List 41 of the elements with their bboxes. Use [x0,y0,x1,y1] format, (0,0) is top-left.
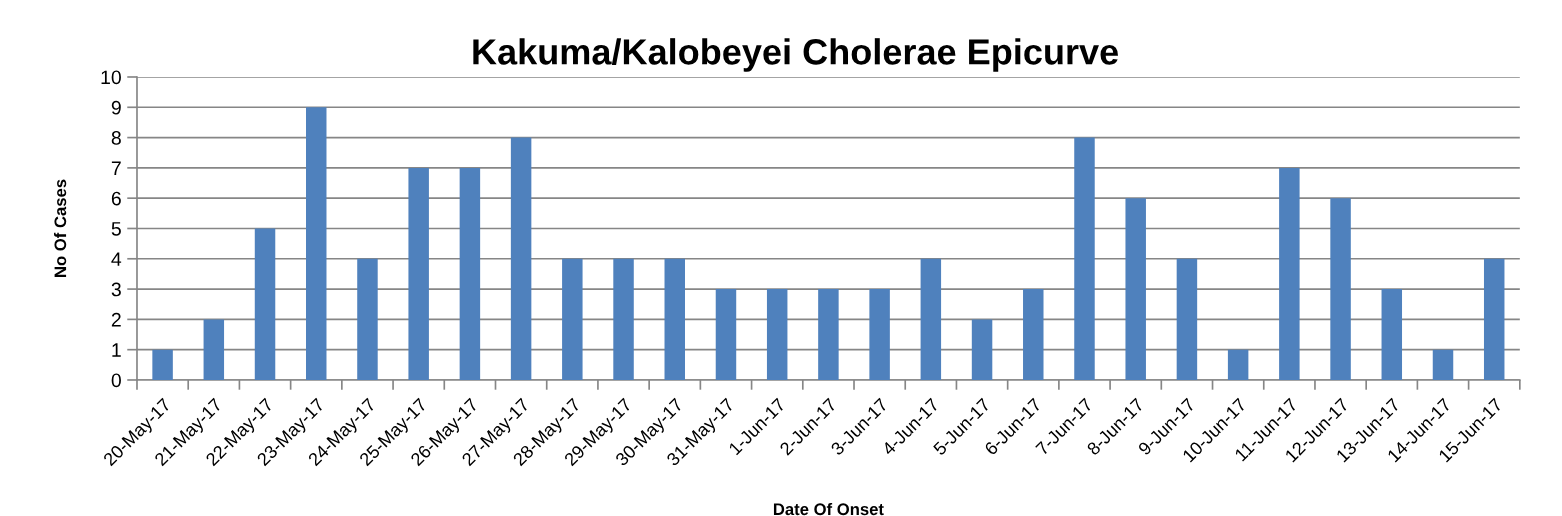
bar [459,167,481,380]
y-tick-label: 9 [111,100,121,115]
bar [664,258,685,380]
bar [869,289,890,380]
bar [1279,167,1300,380]
y-tick-label: 0 [111,373,121,388]
bar [818,289,839,380]
chart-title: Kakuma/Kalobeyei Cholerae Epicurve [473,38,1118,72]
bar [971,319,993,380]
bar [1330,198,1351,380]
y-tick-label: 4 [111,252,122,266]
bar [1176,258,1198,380]
bar [408,167,429,380]
y-tick-label: 8 [111,131,121,145]
y-axis-title: No Of Cases [53,179,67,277]
bar [306,107,327,380]
bar [1227,349,1249,380]
bar [1432,349,1454,380]
bar [203,319,225,380]
x-axis-title: Date Of Onset [773,502,884,516]
bar [1074,137,1095,380]
bar [613,258,634,380]
y-tick-label: 7 [111,161,121,175]
y-tick-label: 6 [111,191,121,206]
bar [1023,289,1044,380]
y-tick-label: 1 [112,343,121,357]
bar [715,289,737,380]
bar [920,258,942,380]
bar [357,258,378,380]
bar [1483,258,1505,380]
bar [254,228,276,380]
bar [1125,198,1146,380]
y-tick-label: 5 [111,222,121,236]
bar [562,258,583,380]
y-tick-label: 3 [111,282,121,297]
bar [766,289,788,380]
bar [152,349,173,380]
bar [510,137,532,380]
bar [1381,289,1403,380]
y-tick-label: 10 [101,70,121,85]
y-tick-label: 2 [111,312,121,327]
